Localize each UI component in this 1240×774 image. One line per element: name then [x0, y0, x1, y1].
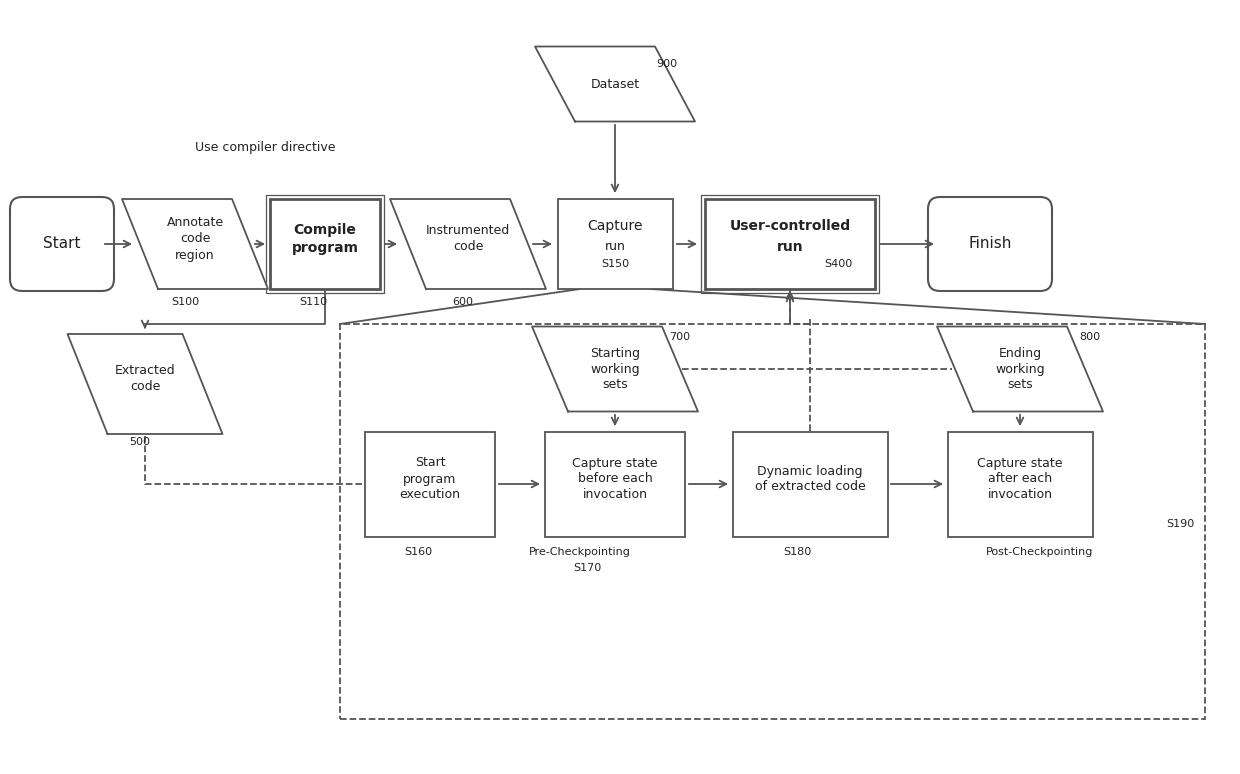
Text: 500: 500: [129, 437, 150, 447]
Bar: [706, 199, 875, 289]
Text: User-controlled: User-controlled: [729, 219, 851, 233]
Text: Dynamic loading
of extracted code: Dynamic loading of extracted code: [755, 464, 866, 494]
Text: Annotate
code
region: Annotate code region: [166, 217, 223, 262]
Bar: [558, 199, 672, 289]
Text: Instrumented
code: Instrumented code: [425, 224, 510, 254]
Text: Start: Start: [43, 237, 81, 252]
Text: S170: S170: [573, 563, 601, 573]
Bar: [340, 324, 1205, 719]
Text: Pre-Checkpointing: Pre-Checkpointing: [529, 547, 631, 557]
Text: Dataset: Dataset: [590, 77, 640, 91]
Text: S110: S110: [299, 297, 327, 307]
Text: Capture state
after each
invocation: Capture state after each invocation: [977, 457, 1063, 502]
Bar: [733, 431, 888, 536]
Polygon shape: [532, 327, 698, 412]
Text: Capture: Capture: [588, 219, 642, 233]
Bar: [267, 195, 384, 293]
Text: S400: S400: [823, 259, 852, 269]
Polygon shape: [937, 327, 1104, 412]
Text: Compile
program: Compile program: [291, 224, 358, 255]
Bar: [365, 431, 495, 536]
Text: run: run: [776, 240, 804, 254]
FancyBboxPatch shape: [928, 197, 1052, 291]
Text: 900: 900: [656, 59, 677, 69]
Bar: [546, 431, 684, 536]
Text: S150: S150: [601, 259, 629, 269]
Polygon shape: [122, 199, 268, 289]
Text: Ending
working
sets: Ending working sets: [996, 347, 1045, 392]
Polygon shape: [391, 199, 546, 289]
Text: 800: 800: [1080, 332, 1101, 342]
Text: S100: S100: [171, 297, 200, 307]
Text: Extracted
code: Extracted code: [114, 365, 175, 393]
Text: Post-Checkpointing: Post-Checkpointing: [986, 547, 1094, 557]
Text: Use compiler directive: Use compiler directive: [195, 141, 336, 154]
Polygon shape: [534, 46, 694, 122]
Text: Finish: Finish: [968, 237, 1012, 252]
Text: Start
program
execution: Start program execution: [399, 457, 460, 502]
Text: 600: 600: [453, 297, 474, 307]
Text: Capture state
before each
invocation: Capture state before each invocation: [572, 457, 657, 502]
FancyBboxPatch shape: [10, 197, 114, 291]
Text: Starting
working
sets: Starting working sets: [590, 347, 640, 392]
Text: S180: S180: [782, 547, 811, 557]
Polygon shape: [67, 334, 222, 434]
Text: run: run: [605, 241, 625, 254]
Text: 700: 700: [670, 332, 691, 342]
Text: S160: S160: [404, 547, 432, 557]
Bar: [947, 431, 1092, 536]
Bar: [701, 195, 879, 293]
Text: S190: S190: [1166, 519, 1194, 529]
Bar: [270, 199, 379, 289]
